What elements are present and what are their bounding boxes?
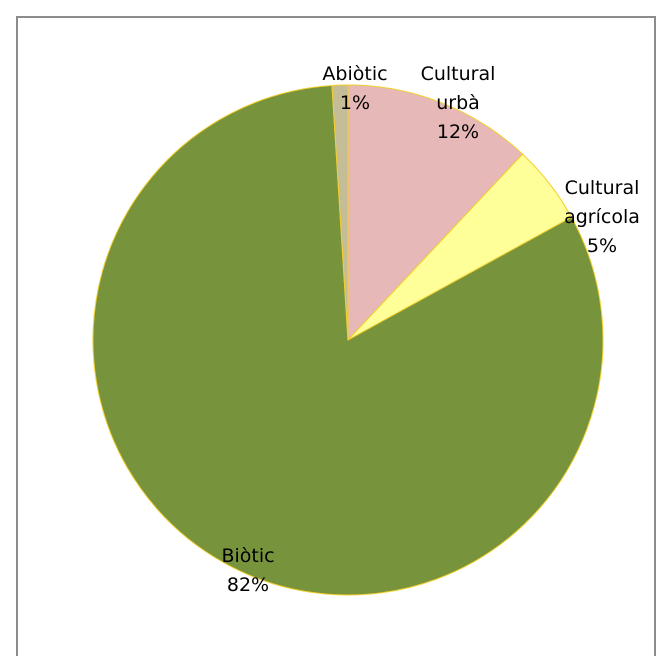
slice-label-abiotic: Abiòtic 1%	[322, 63, 387, 114]
slice-percent-label: 5%	[587, 235, 617, 257]
slice-name-label: Biòtic	[221, 545, 274, 567]
pie-slices	[92, 84, 604, 596]
pie-slice-biotic	[92, 84, 604, 596]
slice-percent-label: 82%	[227, 574, 269, 596]
slice-name-label: Abiòtic	[322, 63, 387, 85]
slice-label-biotic: Biòtic 82%	[221, 545, 274, 596]
slice-percent-label: 12%	[437, 121, 479, 143]
slice-name-label: Cultural	[565, 177, 640, 199]
slice-label-cultural-urba: Cultural urbà 12%	[421, 63, 496, 143]
slice-name-label: Cultural	[421, 63, 496, 85]
pie-slice-cultural-urba	[347, 84, 524, 342]
slice-percent-label: 1%	[340, 92, 370, 114]
slice-name-label: urbà	[436, 92, 480, 114]
pie-slice-abiotic	[331, 84, 349, 341]
slice-name-label: agrícola	[564, 206, 640, 228]
pie-labels: Cultural urbà 12% Cultural agrícola 5% Biòtic 8…	[221, 63, 639, 596]
slice-label-cultural-agricola: Cultural agrícola 5%	[564, 177, 640, 257]
